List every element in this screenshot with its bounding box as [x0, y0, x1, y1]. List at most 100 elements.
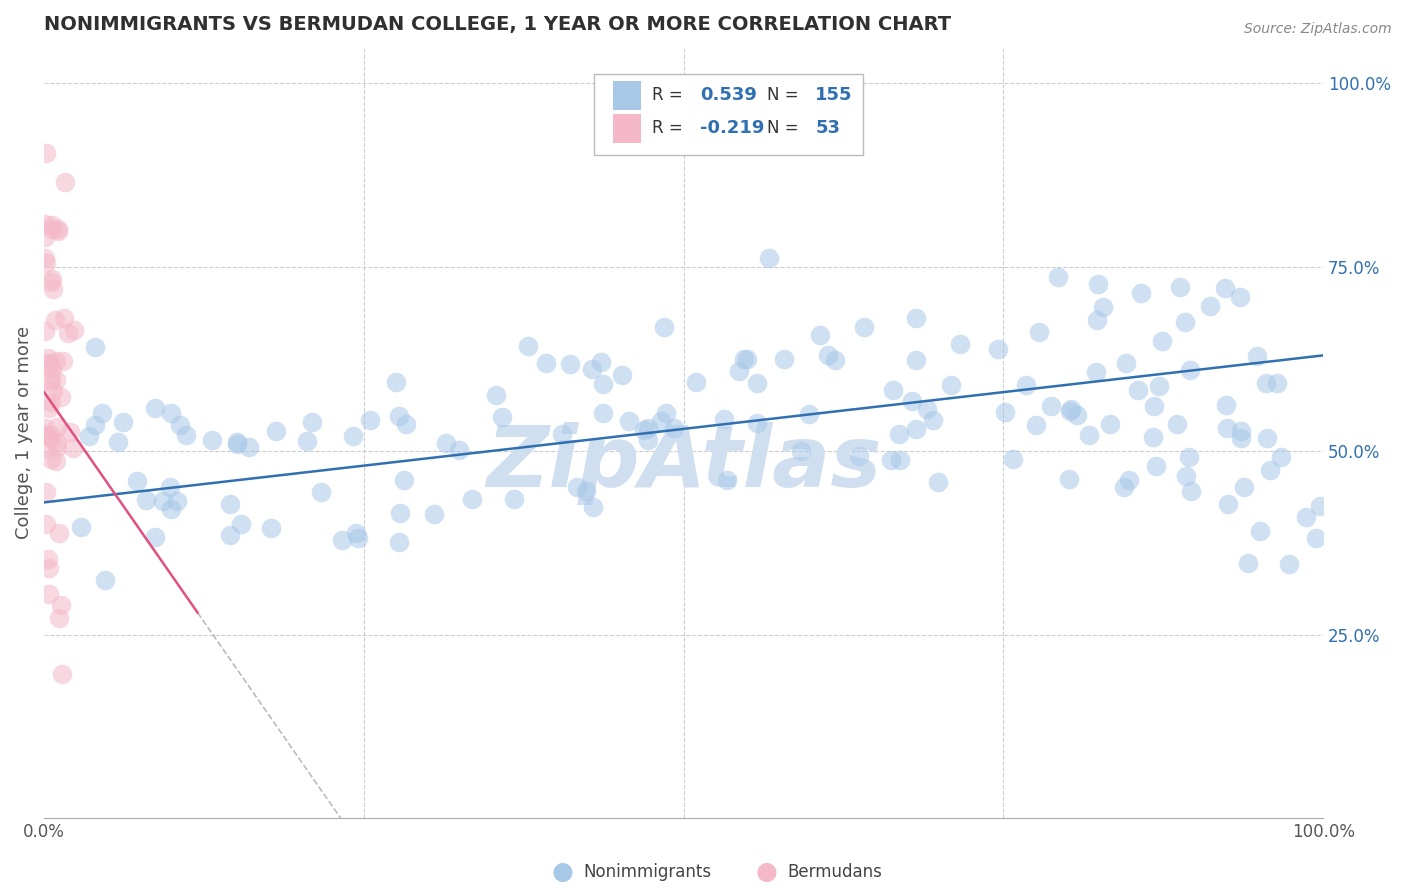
Point	[1270, 450, 1292, 464]
Point	[994, 404, 1017, 418]
Point	[42, 384, 65, 399]
Point	[461, 491, 484, 506]
Point	[35, 441, 58, 455]
Point	[662, 420, 685, 434]
Point	[226, 435, 249, 450]
Point	[107, 435, 129, 450]
Point	[1213, 280, 1236, 294]
Point	[637, 420, 659, 434]
Point	[1168, 280, 1191, 294]
Point	[987, 342, 1010, 356]
Point	[904, 353, 927, 368]
Point	[853, 319, 876, 334]
Point	[35, 517, 58, 532]
Point	[219, 497, 242, 511]
Point	[1060, 401, 1083, 416]
Point	[39, 427, 62, 442]
Point	[41, 275, 63, 289]
Text: Source: ZipAtlas.com: Source: ZipAtlas.com	[1244, 22, 1392, 37]
Point	[716, 474, 738, 488]
Point	[34, 230, 56, 244]
Point	[1166, 417, 1188, 431]
Point	[434, 436, 457, 450]
Point	[388, 409, 411, 424]
Point	[1057, 472, 1080, 486]
Point	[581, 500, 603, 514]
Point	[485, 388, 508, 402]
Point	[45, 354, 67, 368]
Text: R =: R =	[651, 119, 688, 136]
Point	[921, 413, 943, 427]
Point	[797, 407, 820, 421]
Point	[159, 502, 181, 516]
Text: -0.219: -0.219	[700, 119, 765, 136]
Point	[145, 401, 167, 416]
Point	[330, 533, 353, 547]
Point	[359, 412, 381, 426]
Point	[45, 454, 67, 468]
Point	[1142, 430, 1164, 444]
Point	[125, 475, 148, 489]
Point	[1216, 497, 1239, 511]
Point	[423, 507, 446, 521]
Point	[145, 530, 167, 544]
Point	[90, 406, 112, 420]
Point	[1085, 313, 1108, 327]
Point	[650, 414, 672, 428]
Point	[790, 444, 813, 458]
Point	[70, 520, 93, 534]
Point	[58, 326, 80, 341]
Point	[1144, 458, 1167, 473]
Point	[51, 390, 73, 404]
Point	[1087, 277, 1109, 292]
Point	[1147, 378, 1170, 392]
Point	[589, 355, 612, 369]
FancyBboxPatch shape	[613, 80, 641, 110]
Point	[160, 406, 183, 420]
Point	[39, 395, 62, 409]
Point	[1150, 334, 1173, 349]
Point	[1077, 428, 1099, 442]
Point	[38, 401, 60, 416]
Point	[48, 526, 70, 541]
Y-axis label: College, 1 year or more: College, 1 year or more	[15, 326, 32, 539]
Point	[1180, 483, 1202, 498]
Point	[1047, 270, 1070, 285]
Point	[1178, 450, 1201, 464]
Point	[1115, 356, 1137, 370]
Point	[817, 348, 839, 362]
Point	[581, 362, 603, 376]
Point	[592, 376, 614, 391]
FancyBboxPatch shape	[595, 74, 863, 154]
Point	[449, 443, 471, 458]
Text: ●: ●	[551, 861, 574, 884]
Point	[309, 484, 332, 499]
Point	[882, 383, 904, 397]
Point	[226, 437, 249, 451]
Point	[169, 418, 191, 433]
Point	[38, 356, 60, 370]
Point	[610, 368, 633, 382]
FancyBboxPatch shape	[613, 114, 641, 143]
Point	[34, 356, 56, 370]
Point	[238, 440, 260, 454]
Point	[1174, 469, 1197, 483]
Point	[1039, 400, 1062, 414]
Point	[900, 394, 922, 409]
Point	[917, 401, 939, 416]
Point	[1305, 531, 1327, 545]
Point	[637, 434, 659, 448]
Point	[46, 440, 69, 454]
Point	[848, 450, 870, 464]
Point	[1260, 463, 1282, 477]
Point	[1118, 473, 1140, 487]
Point	[229, 516, 252, 531]
Point	[39, 432, 62, 446]
Text: 0.539: 0.539	[700, 86, 756, 103]
Point	[1230, 431, 1253, 445]
Point	[654, 406, 676, 420]
Point	[218, 528, 240, 542]
Point	[1309, 500, 1331, 514]
Point	[387, 535, 409, 549]
Point	[42, 282, 65, 296]
